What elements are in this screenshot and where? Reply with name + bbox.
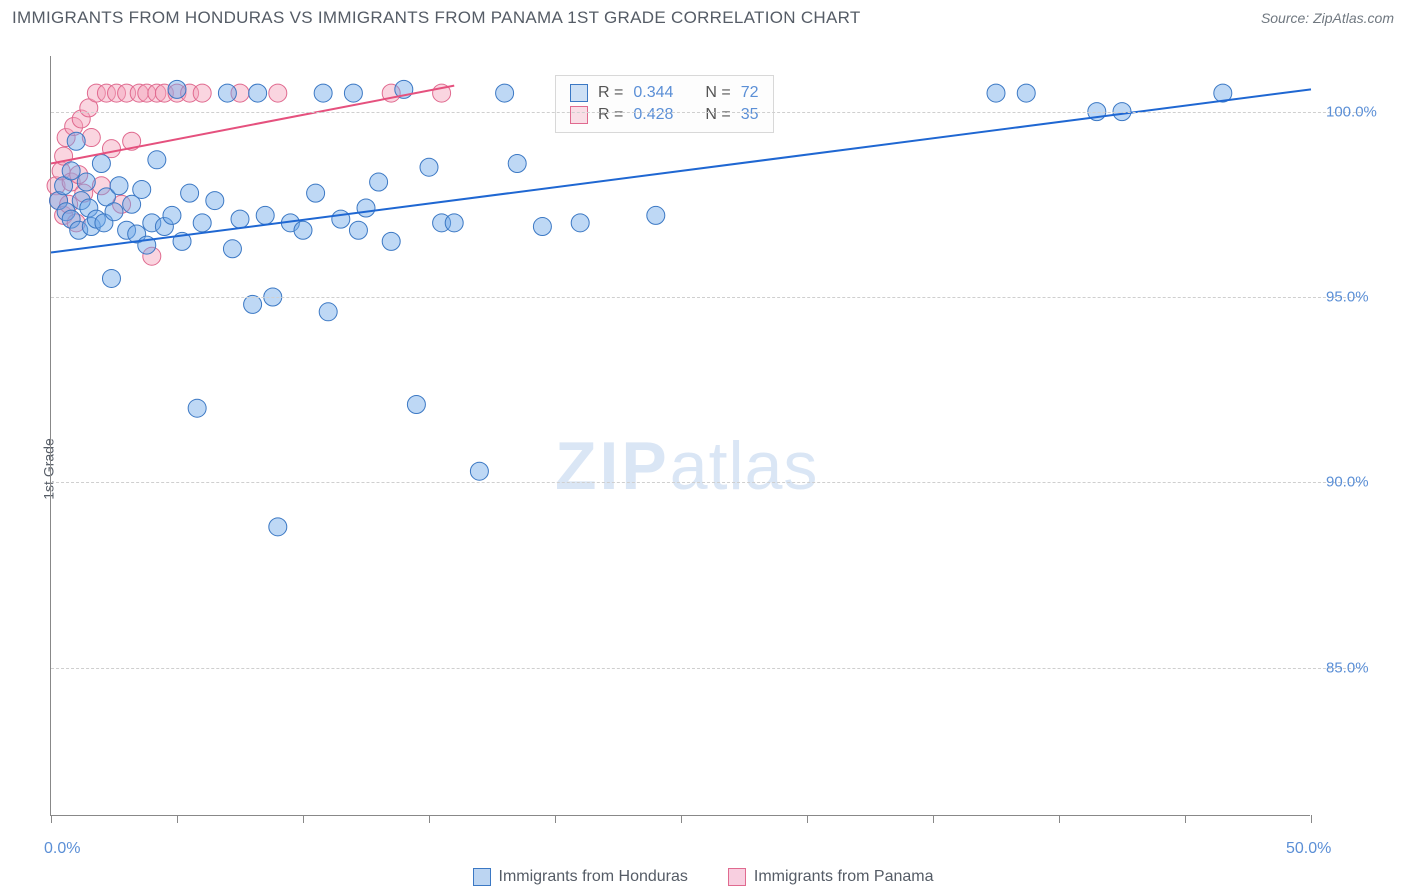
- data-point: [77, 173, 95, 191]
- legend-label: Immigrants from Honduras: [499, 868, 688, 886]
- data-point: [349, 221, 367, 239]
- data-point: [62, 162, 80, 180]
- legend-item: Immigrants from Honduras: [473, 868, 688, 886]
- data-point: [987, 84, 1005, 102]
- data-point: [206, 192, 224, 210]
- series-legend: Immigrants from Honduras Immigrants from …: [0, 868, 1406, 886]
- chart-header: IMMIGRANTS FROM HONDURAS VS IMMIGRANTS F…: [0, 0, 1406, 32]
- data-point: [133, 180, 151, 198]
- data-point: [102, 269, 120, 287]
- data-point: [269, 84, 287, 102]
- legend-swatch: [728, 868, 746, 886]
- y-tick-label: 100.0%: [1326, 103, 1377, 120]
- x-tick: [681, 815, 682, 823]
- chart-source: Source: ZipAtlas.com: [1261, 10, 1394, 26]
- data-point: [294, 221, 312, 239]
- data-point: [647, 206, 665, 224]
- x-tick-label: 50.0%: [1286, 840, 1331, 858]
- legend-r-value: 0.428: [633, 106, 673, 124]
- data-point: [269, 518, 287, 536]
- legend-swatch: [570, 106, 588, 124]
- gridline: [51, 668, 1361, 669]
- data-point: [168, 80, 186, 98]
- data-point: [256, 206, 274, 224]
- x-tick: [1059, 815, 1060, 823]
- data-point: [314, 84, 332, 102]
- x-tick: [1311, 815, 1312, 823]
- data-point: [223, 240, 241, 258]
- data-point: [67, 132, 85, 150]
- data-point: [163, 206, 181, 224]
- data-point: [1017, 84, 1035, 102]
- plot-region: ZIPatlas R = 0.344N = 72R = 0.428N = 35 …: [50, 56, 1310, 816]
- data-point: [571, 214, 589, 232]
- x-tick-label: 0.0%: [44, 840, 80, 858]
- data-point: [332, 210, 350, 228]
- legend-row: R = 0.428 N = 35: [570, 104, 759, 126]
- data-point: [445, 214, 463, 232]
- x-tick: [303, 815, 304, 823]
- y-tick-label: 95.0%: [1326, 288, 1369, 305]
- x-tick: [807, 815, 808, 823]
- chart-svg: [51, 56, 1311, 816]
- data-point: [188, 399, 206, 417]
- x-tick: [429, 815, 430, 823]
- data-point: [105, 203, 123, 221]
- data-point: [193, 84, 211, 102]
- data-point: [420, 158, 438, 176]
- legend-r-value: 0.344: [633, 84, 673, 102]
- y-tick-label: 85.0%: [1326, 659, 1369, 676]
- data-point: [244, 295, 262, 313]
- legend-r-label: R =: [598, 106, 623, 124]
- data-point: [218, 84, 236, 102]
- chart-area: 1st Grade ZIPatlas R = 0.344N = 72R = 0.…: [0, 46, 1406, 892]
- x-tick: [177, 815, 178, 823]
- data-point: [92, 155, 110, 173]
- legend-swatch: [570, 84, 588, 102]
- legend-row: R = 0.344 N = 72: [570, 82, 759, 104]
- data-point: [193, 214, 211, 232]
- gridline: [51, 482, 1361, 483]
- data-point: [307, 184, 325, 202]
- data-point: [508, 155, 526, 173]
- data-point: [249, 84, 267, 102]
- data-point: [470, 462, 488, 480]
- legend-n-value: 35: [741, 106, 759, 124]
- legend-r-label: R =: [598, 84, 623, 102]
- data-point: [496, 84, 514, 102]
- data-point: [382, 232, 400, 250]
- data-point: [181, 184, 199, 202]
- x-tick: [555, 815, 556, 823]
- data-point: [319, 303, 337, 321]
- legend-item: Immigrants from Panama: [728, 868, 934, 886]
- data-point: [533, 218, 551, 236]
- data-point: [370, 173, 388, 191]
- gridline: [51, 297, 1361, 298]
- legend-swatch: [473, 868, 491, 886]
- correlation-legend: R = 0.344 N = 72 R = 0.428 N = 35: [555, 75, 774, 133]
- chart-title: IMMIGRANTS FROM HONDURAS VS IMMIGRANTS F…: [12, 8, 861, 28]
- data-point: [231, 210, 249, 228]
- legend-label: Immigrants from Panama: [754, 868, 934, 886]
- x-tick: [933, 815, 934, 823]
- data-point: [148, 151, 166, 169]
- legend-n-value: 72: [741, 84, 759, 102]
- data-point: [344, 84, 362, 102]
- x-tick: [51, 815, 52, 823]
- legend-n-label: N =: [705, 106, 730, 124]
- data-point: [357, 199, 375, 217]
- data-point: [110, 177, 128, 195]
- legend-n-label: N =: [705, 84, 730, 102]
- y-tick-label: 90.0%: [1326, 474, 1369, 491]
- data-point: [407, 395, 425, 413]
- x-tick: [1185, 815, 1186, 823]
- gridline: [51, 112, 1361, 113]
